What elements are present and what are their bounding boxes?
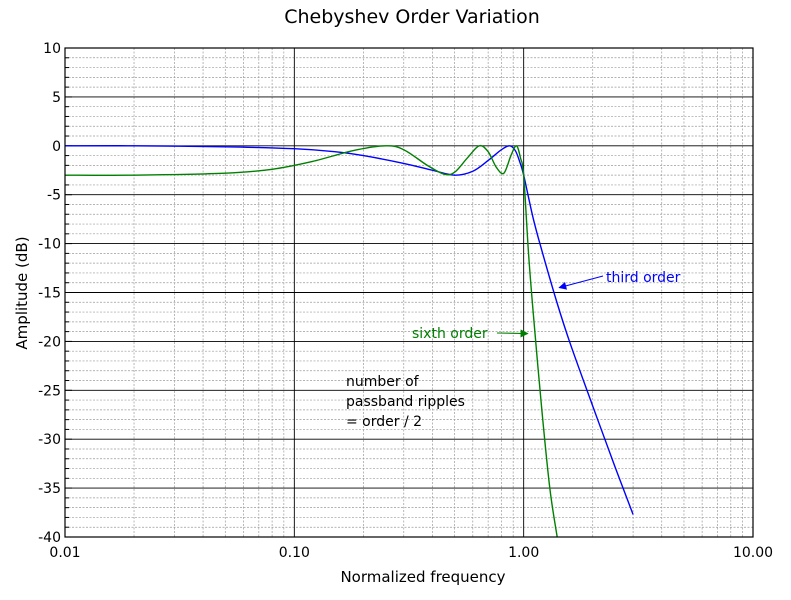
annotation-third-order: third order <box>606 270 681 286</box>
y-tick-label: -30 <box>38 432 61 448</box>
plot-frame <box>64 47 754 538</box>
annotation-ripples-line-3: = order / 2 <box>346 414 422 430</box>
series-line-third-order <box>64 145 634 515</box>
y-tick-label: -15 <box>38 286 61 302</box>
x-axis-label: Normalized frequency <box>340 568 505 586</box>
tick-labels: 10 5 0 -5 -10 -15 -20 -25 -30 -35 -400.01 0.10 1.00 1… <box>38 41 773 561</box>
annotations: third order sixth order number of passba… <box>346 270 681 430</box>
x-tick-label: 1.00 <box>508 545 539 561</box>
chart-title: Chebyshev Order Variation <box>284 6 540 28</box>
x-tick-label: 0.01 <box>49 545 80 561</box>
annotation-ripples-line-2: passband ripples <box>346 394 465 410</box>
x-tick-label: 0.10 <box>279 545 310 561</box>
y-tick-label: -25 <box>38 383 61 399</box>
y-tick-label: 5 <box>52 90 61 106</box>
y-tick-label: -5 <box>47 188 61 204</box>
y-tick-label: 0 <box>52 139 61 155</box>
annotation-sixth-order: sixth order <box>412 326 488 342</box>
grid <box>64 47 754 538</box>
y-tick-label: -20 <box>38 334 61 350</box>
annotation-ripples-line-1: number of <box>346 374 420 390</box>
y-tick-label: -10 <box>38 237 61 253</box>
y-tick-label: -35 <box>38 481 61 497</box>
y-tick-label: 10 <box>43 41 61 57</box>
x-tick-label: 10.00 <box>733 545 773 561</box>
y-tick-label: -40 <box>38 530 61 546</box>
y-axis-label: Amplitude (dB) <box>13 236 31 349</box>
annotation-sixth-order-arrow <box>496 329 529 338</box>
series-layer <box>64 144 634 538</box>
series-line-sixth-order <box>64 144 558 538</box>
annotation-third-order-arrow <box>558 275 604 290</box>
